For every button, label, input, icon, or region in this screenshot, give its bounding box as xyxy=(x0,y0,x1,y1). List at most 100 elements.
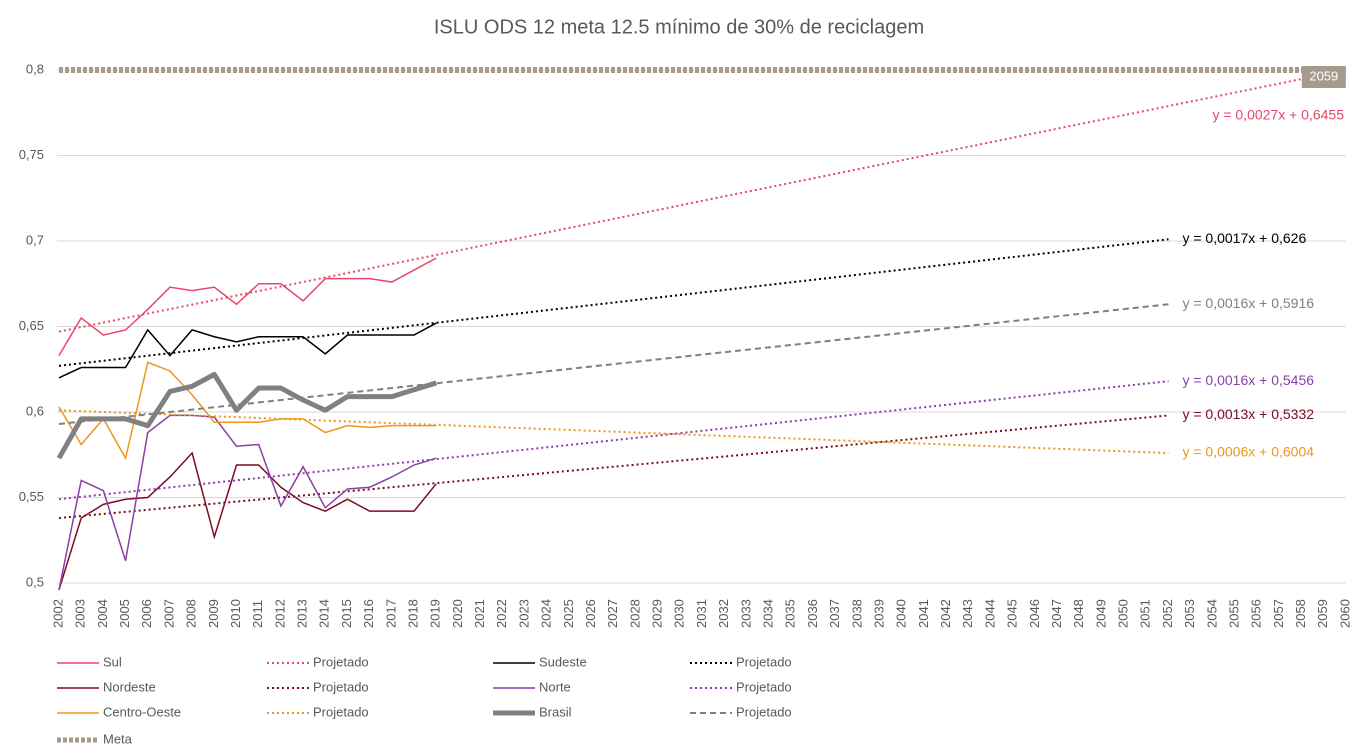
series-line xyxy=(58,361,437,461)
trend-equation: y = 0,0017x + 0,626 xyxy=(1182,230,1306,246)
x-tick-label: 2024 xyxy=(539,599,554,628)
trend-equation: y = 0,0016x + 0,5916 xyxy=(1182,295,1314,311)
x-tick-label: 2031 xyxy=(694,599,709,628)
x-tick-label: 2009 xyxy=(206,599,221,628)
x-tick-label: 2053 xyxy=(1182,599,1197,628)
legend-label: Projetado xyxy=(736,679,792,694)
annotation: 2059 xyxy=(1309,68,1338,83)
y-tick-label: 0,55 xyxy=(19,489,44,504)
x-tick-label: 2012 xyxy=(272,599,287,628)
x-tick-label: 2045 xyxy=(1005,599,1020,628)
x-tick-label: 2048 xyxy=(1071,599,1086,628)
x-tick-label: 2060 xyxy=(1337,599,1352,628)
legend-label: Norte xyxy=(539,679,571,694)
x-tick-label: 2002 xyxy=(50,599,65,628)
trend-equation: y = 0,0013x + 0,5332 xyxy=(1182,406,1314,422)
x-tick-label: 2014 xyxy=(317,599,332,628)
x-tick-label: 2005 xyxy=(117,599,132,628)
y-tick-label: 0,75 xyxy=(19,147,44,162)
x-tick-label: 2058 xyxy=(1293,599,1308,628)
legend-label: Centro-Oeste xyxy=(103,704,181,719)
x-tick-label: 2056 xyxy=(1249,599,1264,628)
x-tick-label: 2018 xyxy=(405,599,420,628)
x-tick-label: 2036 xyxy=(805,599,820,628)
x-tick-label: 2016 xyxy=(361,599,376,628)
x-tick-label: 2046 xyxy=(1027,599,1042,628)
legend-label: Brasil xyxy=(539,704,572,719)
legend-label: Projetado xyxy=(313,704,369,719)
series-line xyxy=(58,409,1169,455)
x-tick-label: 2008 xyxy=(184,599,199,628)
y-tick-label: 0,7 xyxy=(26,232,44,247)
legend-label: Projetado xyxy=(313,679,369,694)
legend-label: Projetado xyxy=(736,704,792,719)
series-line xyxy=(58,322,437,379)
x-tick-label: 2025 xyxy=(561,599,576,628)
y-tick-label: 0,65 xyxy=(19,318,44,333)
x-tick-label: 2027 xyxy=(605,599,620,628)
x-tick-label: 2020 xyxy=(450,599,465,628)
x-tick-label: 2015 xyxy=(339,599,354,628)
x-tick-label: 2052 xyxy=(1160,599,1175,628)
legend-label: Sul xyxy=(103,654,122,669)
trend-equation: y = 0,0027x + 0,6455 xyxy=(1212,107,1344,123)
x-tick-label: 2033 xyxy=(738,599,753,628)
series-line xyxy=(56,371,437,460)
legend-label: Sudeste xyxy=(539,654,587,669)
y-tick-label: 0,6 xyxy=(26,403,44,418)
annotation-box xyxy=(1301,66,1346,88)
y-tick-label: 0,5 xyxy=(26,574,44,589)
legend-label: Meta xyxy=(103,731,133,746)
legend-label: Nordeste xyxy=(103,679,156,694)
x-tick-label: 2035 xyxy=(783,599,798,628)
series-line xyxy=(58,414,1169,520)
series-line xyxy=(58,414,437,590)
x-tick-label: 2047 xyxy=(1049,599,1064,628)
x-tick-label: 2029 xyxy=(650,599,665,628)
x-tick-label: 2010 xyxy=(228,599,243,628)
x-tick-label: 2007 xyxy=(161,599,176,628)
series-line xyxy=(58,69,1347,333)
x-tick-label: 2023 xyxy=(516,599,531,628)
x-tick-label: 2021 xyxy=(472,599,487,628)
x-tick-label: 2050 xyxy=(1116,599,1131,628)
trend-equation: y = 0,0006x + 0,6004 xyxy=(1182,444,1314,460)
x-tick-label: 2017 xyxy=(383,599,398,628)
x-tick-label: 2043 xyxy=(960,599,975,628)
x-tick-label: 2040 xyxy=(894,599,909,628)
series-line xyxy=(58,380,1169,501)
x-tick-label: 2003 xyxy=(73,599,88,628)
x-tick-label: 2032 xyxy=(716,599,731,628)
x-tick-label: 2006 xyxy=(139,599,154,628)
series-line xyxy=(58,451,437,591)
x-tick-label: 2039 xyxy=(871,599,886,628)
series-line xyxy=(58,303,1169,425)
trend-equation: y = 0,0016x + 0,5456 xyxy=(1182,372,1314,388)
legend-label: Projetado xyxy=(313,654,369,669)
x-tick-label: 2026 xyxy=(583,599,598,628)
y-tick-label: 0,8 xyxy=(26,61,44,76)
chart-title: ISLU ODS 12 meta 12.5 mínimo de 30% de r… xyxy=(434,16,924,38)
x-tick-label: 2013 xyxy=(295,599,310,628)
x-tick-label: 2059 xyxy=(1315,599,1330,628)
series-line xyxy=(58,238,1169,367)
x-tick-label: 2037 xyxy=(827,599,842,628)
x-tick-label: 2011 xyxy=(250,600,265,628)
series-line xyxy=(58,257,437,356)
x-tick-label: 2004 xyxy=(95,599,110,628)
x-tick-label: 2034 xyxy=(761,599,776,628)
x-tick-label: 2051 xyxy=(1138,599,1153,628)
x-tick-label: 2044 xyxy=(982,599,997,628)
x-tick-label: 2022 xyxy=(494,599,509,628)
x-tick-label: 2042 xyxy=(938,599,953,628)
x-tick-label: 2028 xyxy=(627,599,642,628)
legend-label: Projetado xyxy=(736,654,792,669)
x-tick-label: 2030 xyxy=(672,599,687,628)
x-tick-label: 2041 xyxy=(916,599,931,628)
x-tick-label: 2019 xyxy=(428,599,443,628)
x-tick-label: 2057 xyxy=(1271,599,1286,628)
x-tick-label: 2049 xyxy=(1093,599,1108,628)
x-tick-label: 2055 xyxy=(1226,599,1241,628)
x-tick-label: 2054 xyxy=(1204,599,1219,628)
